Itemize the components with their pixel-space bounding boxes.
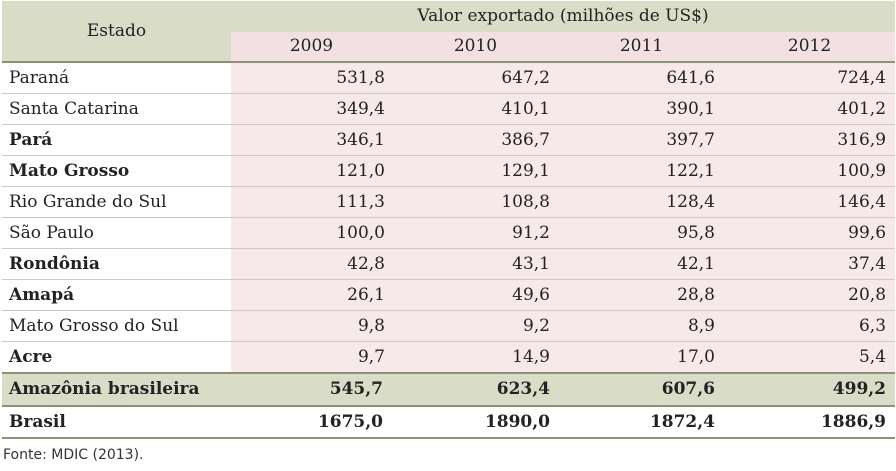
export-value: 91,2 bbox=[392, 217, 559, 249]
state-name: Mato Grosso do Sul bbox=[2, 310, 231, 342]
export-value: 647,2 bbox=[392, 62, 559, 94]
export-value: 108,8 bbox=[392, 186, 559, 218]
state-name: Amapá bbox=[2, 279, 231, 311]
amazonia-total-row: Amazônia brasileira 545,7 623,4 607,6 499,2 bbox=[2, 372, 896, 407]
export-value: 401,2 bbox=[724, 93, 896, 125]
source-note: Fonte: MDIC (2013). bbox=[3, 447, 144, 463]
export-value: 316,9 bbox=[724, 124, 896, 156]
export-value: 37,4 bbox=[724, 248, 896, 280]
table-row: Rio Grande do Sul 111,3 108,8 128,4 146,4 bbox=[2, 186, 896, 218]
total-value: 545,7 bbox=[231, 372, 392, 407]
state-name: Paraná bbox=[2, 62, 231, 94]
export-value: 49,6 bbox=[392, 279, 559, 311]
total-value: 1890,0 bbox=[392, 406, 559, 439]
estado-header: Estado bbox=[2, 1, 231, 63]
export-value: 42,1 bbox=[559, 248, 724, 280]
export-value: 146,4 bbox=[724, 186, 896, 218]
export-value: 5,4 bbox=[724, 341, 896, 374]
export-value: 129,1 bbox=[392, 155, 559, 187]
export-value: 17,0 bbox=[559, 341, 724, 374]
export-value: 349,4 bbox=[231, 93, 392, 125]
export-value: 128,4 bbox=[559, 186, 724, 218]
export-value: 9,7 bbox=[231, 341, 392, 374]
export-value: 531,8 bbox=[231, 62, 392, 94]
export-value: 9,8 bbox=[231, 310, 392, 342]
table-row: Mato Grosso do Sul 9,8 9,2 8,9 6,3 bbox=[2, 310, 896, 342]
state-name: Acre bbox=[2, 341, 231, 374]
state-name: Rio Grande do Sul bbox=[2, 186, 231, 218]
export-value: 6,3 bbox=[724, 310, 896, 342]
year-header: 2012 bbox=[724, 32, 896, 63]
export-value: 122,1 bbox=[559, 155, 724, 187]
export-value: 100,9 bbox=[724, 155, 896, 187]
total-value: 607,6 bbox=[559, 372, 724, 407]
export-value: 111,3 bbox=[231, 186, 392, 218]
export-value: 99,6 bbox=[724, 217, 896, 249]
export-value: 100,0 bbox=[231, 217, 392, 249]
year-header: 2011 bbox=[559, 32, 724, 63]
table-row: Rondônia 42,8 43,1 42,1 37,4 bbox=[2, 248, 896, 280]
export-table: Estado Valor exportado (milhões de US$) … bbox=[2, 1, 896, 439]
export-value: 26,1 bbox=[231, 279, 392, 311]
export-value: 386,7 bbox=[392, 124, 559, 156]
export-value: 43,1 bbox=[392, 248, 559, 280]
export-value: 42,8 bbox=[231, 248, 392, 280]
valor-exportado-header: Valor exportado (milhões de US$) bbox=[231, 1, 896, 32]
export-value: 28,8 bbox=[559, 279, 724, 311]
export-value: 390,1 bbox=[559, 93, 724, 125]
table-row: Santa Catarina 349,4 410,1 390,1 401,2 bbox=[2, 93, 896, 125]
total-label: Amazônia brasileira bbox=[2, 372, 231, 407]
export-value: 397,7 bbox=[559, 124, 724, 156]
state-name: Santa Catarina bbox=[2, 93, 231, 125]
year-header: 2009 bbox=[231, 32, 392, 63]
export-value: 641,6 bbox=[559, 62, 724, 94]
export-value: 410,1 bbox=[392, 93, 559, 125]
export-value: 14,9 bbox=[392, 341, 559, 374]
table-row: Pará 346,1 386,7 397,7 316,9 bbox=[2, 124, 896, 156]
total-value: 1872,4 bbox=[559, 406, 724, 439]
export-value: 8,9 bbox=[559, 310, 724, 342]
table-row: Amapá 26,1 49,6 28,8 20,8 bbox=[2, 279, 896, 311]
table-body: Paraná 531,8 647,2 641,6 724,4 Santa Catarina… bbox=[2, 62, 896, 439]
total-value: 1675,0 bbox=[231, 406, 392, 439]
brasil-total-row: Brasil 1675,0 1890,0 1872,4 1886,9 bbox=[2, 406, 896, 439]
total-value: 623,4 bbox=[392, 372, 559, 407]
total-value: 499,2 bbox=[724, 372, 896, 407]
table-row: Acre 9,7 14,9 17,0 5,4 bbox=[2, 341, 896, 374]
export-value: 95,8 bbox=[559, 217, 724, 249]
table-row: Mato Grosso 121,0 129,1 122,1 100,9 bbox=[2, 155, 896, 187]
export-value: 724,4 bbox=[724, 62, 896, 94]
year-header: 2010 bbox=[392, 32, 559, 63]
export-value: 9,2 bbox=[392, 310, 559, 342]
total-label: Brasil bbox=[2, 406, 231, 439]
table-row: Paraná 531,8 647,2 641,6 724,4 bbox=[2, 62, 896, 94]
export-value: 346,1 bbox=[231, 124, 392, 156]
state-name: São Paulo bbox=[2, 217, 231, 249]
export-value: 121,0 bbox=[231, 155, 392, 187]
state-name: Rondônia bbox=[2, 248, 231, 280]
state-name: Pará bbox=[2, 124, 231, 156]
total-value: 1886,9 bbox=[724, 406, 896, 439]
export-value: 20,8 bbox=[724, 279, 896, 311]
state-name: Mato Grosso bbox=[2, 155, 231, 187]
table-row: São Paulo 100,0 91,2 95,8 99,6 bbox=[2, 217, 896, 249]
